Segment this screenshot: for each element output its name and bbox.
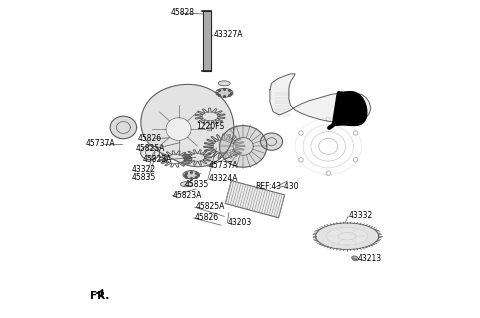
Circle shape (299, 158, 303, 162)
Text: 45737A: 45737A (208, 162, 238, 170)
Circle shape (353, 158, 358, 162)
Polygon shape (203, 11, 211, 71)
Text: 43327A: 43327A (213, 30, 243, 39)
Text: 45823A: 45823A (172, 191, 202, 200)
Ellipse shape (352, 256, 359, 261)
Text: FR.: FR. (90, 291, 109, 301)
Circle shape (326, 117, 330, 122)
Ellipse shape (206, 127, 212, 131)
Text: 45825A: 45825A (136, 144, 165, 153)
Polygon shape (270, 74, 371, 123)
Polygon shape (166, 118, 191, 141)
Text: 45826: 45826 (138, 134, 162, 143)
Ellipse shape (180, 182, 192, 187)
Polygon shape (333, 92, 367, 126)
Text: 45826: 45826 (194, 213, 218, 222)
Text: 45835: 45835 (131, 173, 156, 183)
Text: 45835: 45835 (185, 180, 209, 189)
Circle shape (353, 131, 358, 135)
Polygon shape (225, 181, 285, 218)
Polygon shape (261, 133, 283, 150)
Ellipse shape (218, 81, 230, 86)
Polygon shape (327, 228, 368, 245)
Polygon shape (110, 116, 137, 139)
Circle shape (326, 171, 330, 176)
Polygon shape (141, 84, 234, 167)
Text: 45823A: 45823A (142, 156, 172, 164)
Text: 43324A: 43324A (208, 174, 238, 183)
Polygon shape (219, 126, 267, 167)
Circle shape (299, 131, 303, 135)
Text: 43213: 43213 (357, 254, 382, 263)
Text: 43203: 43203 (228, 218, 252, 226)
Text: 43332: 43332 (349, 211, 373, 220)
Text: 43322: 43322 (131, 165, 156, 174)
Polygon shape (316, 223, 379, 249)
Ellipse shape (183, 171, 199, 179)
Text: 1220FS: 1220FS (196, 122, 224, 131)
Polygon shape (141, 146, 160, 160)
Text: 45825A: 45825A (196, 202, 225, 211)
Text: 45828: 45828 (171, 8, 195, 17)
Ellipse shape (216, 88, 233, 97)
Text: 45737A: 45737A (85, 139, 115, 149)
Text: REF:43-430: REF:43-430 (255, 182, 299, 191)
